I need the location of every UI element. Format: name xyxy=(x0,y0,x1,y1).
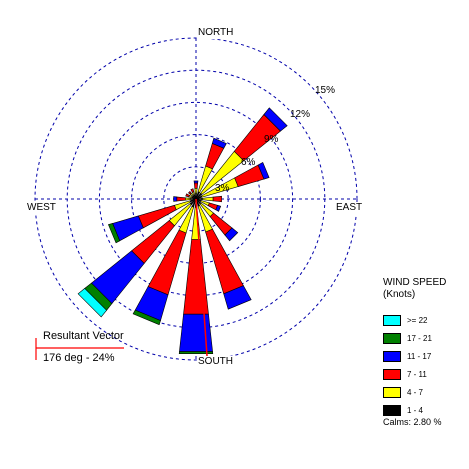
ring-label-9: 9% xyxy=(264,134,279,145)
legend-swatch xyxy=(383,351,401,362)
resultant-vector-value: 176 deg - 24% xyxy=(43,352,115,364)
resultant-vector-title: Resultant Vector xyxy=(43,330,124,342)
legend-subtitle: (Knots) xyxy=(383,289,416,300)
rose-petal-segment xyxy=(132,309,161,326)
legend-label: 4 - 7 xyxy=(407,388,424,397)
rose-petal-segment xyxy=(173,196,178,202)
legend-item: 17 - 21 xyxy=(383,333,467,345)
rose-petal-segment xyxy=(257,161,270,180)
rose-petal-segment xyxy=(179,313,213,352)
rose-petal-segment xyxy=(194,188,198,194)
ring-label-12: 12% xyxy=(290,109,311,120)
ring-label-6: 6% xyxy=(241,157,256,168)
ring-label-15: 15% xyxy=(315,85,336,96)
legend-label: 17 - 21 xyxy=(407,334,432,343)
legend-title: WIND SPEED xyxy=(383,277,447,288)
rose-petal-segment xyxy=(107,223,121,244)
rose-petal-segment xyxy=(202,196,214,202)
legend-swatch xyxy=(383,369,401,380)
rose-petal-segment xyxy=(183,239,209,315)
calms-value: Calms: 2.80 % xyxy=(383,417,442,427)
rose-petal-segment xyxy=(212,195,222,203)
legend-item: 7 - 11 xyxy=(383,369,467,381)
east-label: EAST xyxy=(336,202,363,214)
rose-petal-segment xyxy=(188,191,192,195)
rose-petal-segment xyxy=(224,227,239,242)
legend-label: >= 22 xyxy=(407,316,428,325)
legend-label: 7 - 11 xyxy=(407,370,427,379)
rose-petal-segment xyxy=(211,137,227,149)
south-label: SOUTH xyxy=(198,356,233,368)
west-label: WEST xyxy=(27,202,56,214)
ring-label-3: 3% xyxy=(215,183,230,194)
rose-petal-segment xyxy=(193,180,199,184)
legend-swatch xyxy=(383,387,401,398)
legend-swatch xyxy=(383,333,401,344)
rose-petal-segment xyxy=(77,287,108,318)
legend-item: 11 - 17 xyxy=(383,351,467,363)
rose-petal-segment xyxy=(190,188,195,193)
legend-item: 4 - 7 xyxy=(383,387,467,399)
north-label: NORTH xyxy=(198,27,234,39)
rose-petal-segment xyxy=(263,107,288,132)
wind-speed-legend: WIND SPEED (Knots) >= 22 17 - 21 11 - 17… xyxy=(383,277,467,427)
legend-item: 1 - 4 xyxy=(383,405,467,417)
rose-petal-segment xyxy=(178,351,214,355)
resultant-vector-line xyxy=(195,198,208,359)
legend-label: 1 - 4 xyxy=(407,406,424,415)
rose-petal-segment xyxy=(193,182,199,189)
rose-petal-segment xyxy=(185,193,190,198)
legend-swatch xyxy=(383,405,401,416)
rose-petal-segment xyxy=(185,197,191,201)
rose-petal-segment xyxy=(215,204,222,212)
legend-item: >= 22 xyxy=(383,315,467,327)
legend-label: 11 - 17 xyxy=(407,352,432,361)
rose-petal-segment xyxy=(176,196,186,202)
rose-petal-segment xyxy=(223,285,252,310)
legend-swatch xyxy=(383,315,401,326)
